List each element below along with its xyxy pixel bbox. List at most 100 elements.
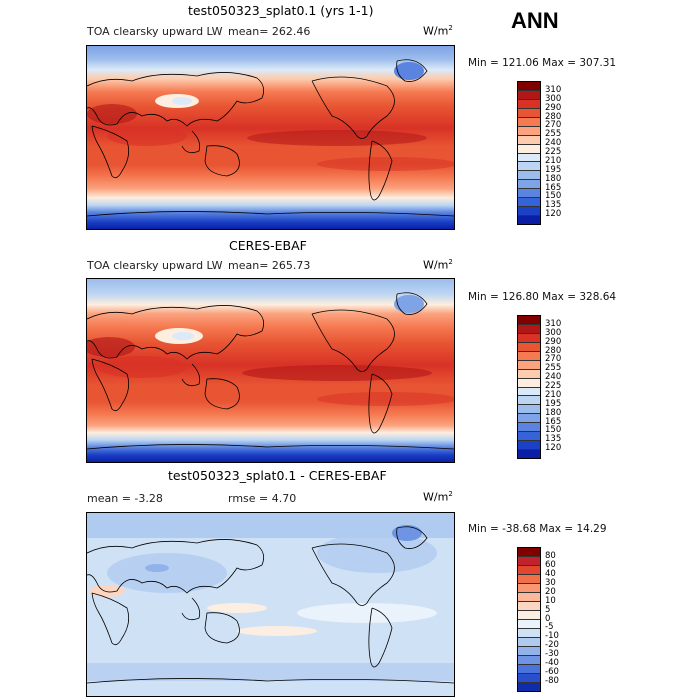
colorbar-swatch: [518, 316, 540, 325]
colorbar-label: 300: [545, 93, 562, 104]
colorbar-label: 280: [545, 111, 562, 122]
colorbar-label: 270: [545, 354, 562, 365]
panel3-unit: W/m2: [423, 490, 453, 504]
colorbar-label: 225: [545, 381, 562, 391]
colorbar-swatch: [518, 99, 540, 109]
panel1-minmax: Min = 121.06 Max = 307.31: [468, 57, 617, 69]
colorbar-label: -20: [545, 640, 559, 651]
colorbar-label: 225: [545, 147, 562, 157]
panel2-title: CERES-EBAF: [229, 238, 307, 253]
colorbar-swatch: [518, 602, 540, 611]
panel1-map: [86, 45, 455, 230]
colorbar-swatch: [518, 665, 540, 674]
colorbar-label: 0: [545, 613, 551, 624]
colorbar-label: 300: [545, 327, 562, 338]
colorbar-swatch: [518, 566, 540, 575]
colorbar-swatch: [518, 369, 540, 379]
colorbar-label: 120: [545, 209, 562, 220]
colorbar-label: 290: [545, 102, 562, 113]
panel2-unit: W/m2: [423, 258, 453, 272]
colorbar-swatch: [518, 378, 540, 388]
colorbar-label: 240: [545, 372, 562, 383]
colorbar-label: 60: [545, 559, 556, 570]
panel3-rmse: rmse = 4.70: [228, 492, 297, 505]
colorbar-label: 310: [545, 318, 562, 329]
colorbar-label: 150: [545, 191, 562, 202]
colorbar-swatch: [518, 171, 540, 181]
panel3-colorbar: [517, 547, 541, 692]
colorbar-label: 195: [545, 164, 562, 175]
colorbar-swatch: [518, 629, 540, 638]
colorbar-swatch: [518, 342, 540, 352]
colorbar-swatch: [518, 620, 540, 629]
colorbar-swatch: [518, 405, 540, 415]
colorbar-swatch: [518, 216, 540, 224]
colorbar-label: 210: [545, 155, 562, 166]
colorbar-swatch: [518, 423, 540, 433]
panel3-map-field: [87, 513, 454, 696]
colorbar-swatch: [518, 611, 540, 620]
colorbar-swatch: [518, 647, 540, 656]
colorbar-swatch: [518, 584, 540, 593]
panel2-colorbar: [517, 315, 541, 459]
colorbar-swatch: [518, 82, 540, 91]
colorbar-swatch: [518, 656, 540, 665]
panel1-subtitle: TOA clearsky upward LW: [87, 25, 223, 38]
colorbar-swatch: [518, 162, 540, 172]
colorbar-swatch: [518, 557, 540, 566]
panel1-mean: mean= 262.46: [228, 25, 311, 38]
colorbar-swatch: [518, 144, 540, 154]
season-label: ANN: [511, 8, 559, 33]
colorbar-swatch: [518, 153, 540, 163]
colorbar-label: 290: [545, 336, 562, 347]
colorbar-label: 165: [545, 416, 562, 427]
colorbar-label: 180: [545, 407, 562, 418]
colorbar-label: 120: [545, 443, 562, 454]
colorbar-swatch: [518, 414, 540, 424]
colorbar-swatch: [518, 117, 540, 127]
colorbar-swatch: [518, 396, 540, 406]
colorbar-swatch: [518, 575, 540, 584]
colorbar-label: 310: [545, 84, 562, 95]
panel3-map: [86, 512, 455, 697]
colorbar-label: 80: [545, 550, 556, 561]
colorbar-label: 135: [545, 434, 562, 445]
colorbar-swatch: [518, 432, 540, 442]
colorbar-swatch: [518, 387, 540, 397]
colorbar-swatch: [518, 108, 540, 118]
colorbar-label: -30: [545, 649, 559, 660]
panel2-subtitle: TOA clearsky upward LW: [87, 259, 223, 272]
colorbar-label: 210: [545, 389, 562, 400]
colorbar-swatch: [518, 135, 540, 145]
colorbar-swatch: [518, 593, 540, 602]
colorbar-label: -60: [545, 667, 559, 678]
colorbar-label: 135: [545, 200, 562, 211]
colorbar-label: 30: [545, 577, 556, 588]
colorbar-label: 255: [545, 129, 562, 140]
colorbar-label: 10: [545, 595, 556, 606]
panel3-mean: mean = -3.28: [87, 492, 163, 505]
panel2-minmax: Min = 126.80 Max = 328.64: [468, 291, 617, 303]
colorbar-swatch: [518, 324, 540, 334]
colorbar-label: -10: [545, 631, 559, 642]
colorbar-label: 270: [545, 120, 562, 131]
colorbar-label: 5: [545, 604, 551, 615]
colorbar-label: -5: [545, 622, 554, 633]
colorbar-label: 240: [545, 138, 562, 149]
colorbar-label: 280: [545, 345, 562, 356]
panel1-map-field: [87, 46, 454, 229]
panel2-mean: mean= 265.73: [228, 259, 311, 272]
colorbar-swatch: [518, 674, 540, 683]
colorbar-swatch: [518, 638, 540, 647]
colorbar-swatch: [518, 548, 540, 557]
panel3-title: test050323_splat0.1 - CERES-EBAF: [168, 468, 387, 483]
colorbar-label: 180: [545, 173, 562, 184]
colorbar-swatch: [518, 207, 540, 217]
colorbar-swatch: [518, 441, 540, 451]
colorbar-swatch: [518, 351, 540, 361]
colorbar-label: 195: [545, 398, 562, 409]
colorbar-label: -80: [545, 676, 559, 687]
colorbar-swatch: [518, 450, 540, 458]
colorbar-label: 255: [545, 363, 562, 374]
panel2-map-field: [87, 279, 454, 462]
